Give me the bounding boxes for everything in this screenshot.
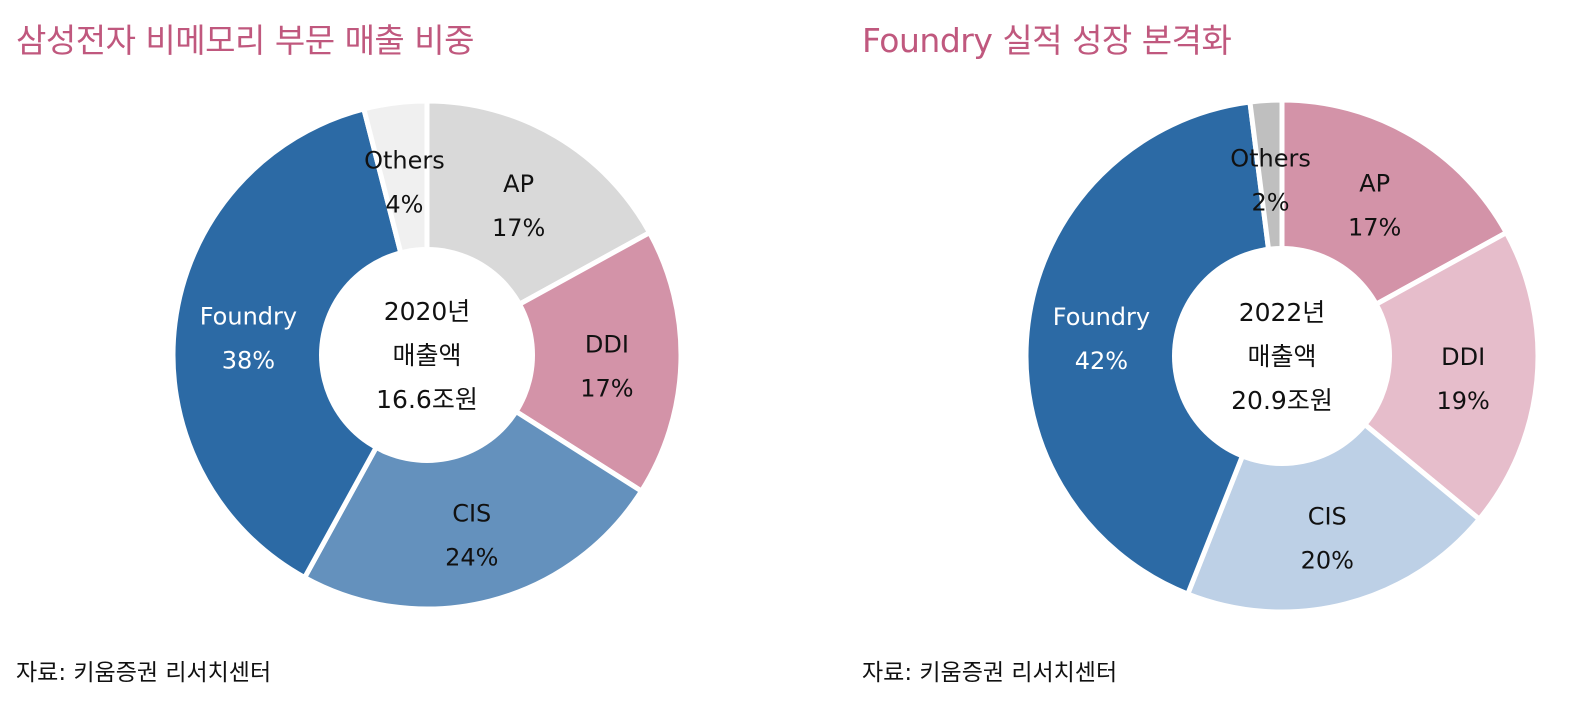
slice-label-cis: CIS — [1308, 502, 1347, 530]
donut-chart-2022: AP 17% DDI 19% CIS 20% Foundry 42% Others 2% 2022년… — [1023, 97, 1541, 615]
source-note: 자료: 키움증권 리서치센터 — [862, 660, 1118, 686]
slice-value-foundry: 38% — [222, 346, 275, 374]
center-label-line: 2022년 — [1239, 298, 1326, 327]
donut-chart-2020: AP 17% DDI 17% CIS 24% Foundry 38% Others 4% 2020년… — [170, 98, 684, 612]
chart-panel-2022: Foundry 실적 성장 본격화 AP 17% DDI 19% CIS 20% Found… — [796, 0, 1592, 711]
chart-title: Foundry 실적 성장 본격화 — [862, 21, 1232, 60]
slice-foundry — [170, 105, 430, 581]
slice-value-others: 2% — [1252, 188, 1290, 216]
slice-value-ap: 17% — [1348, 213, 1401, 241]
center-label-line: 2020년 — [384, 297, 471, 326]
slice-value-cis: 20% — [1301, 546, 1354, 574]
slice-value-foundry: 42% — [1075, 347, 1128, 375]
center-label-line: 16.6조원 — [376, 385, 478, 414]
chart-panel-2020: 삼성전자 비메모리 부문 매출 비중 AP 17% DDI 17% CIS 24% Foun… — [0, 0, 796, 711]
chart-title: 삼성전자 비메모리 부문 매출 비중 — [16, 21, 475, 60]
slice-label-others: Others — [1230, 144, 1311, 172]
donut-hole — [319, 247, 535, 463]
slice-value-others: 4% — [385, 190, 423, 218]
slice-label-ap: AP — [503, 170, 534, 198]
donut-hole — [1172, 246, 1392, 466]
slice-foundry — [1023, 99, 1285, 598]
slice-value-cis: 24% — [445, 543, 498, 571]
slice-label-foundry: Foundry — [200, 302, 297, 330]
source-note: 자료: 키움증권 리서치센터 — [16, 660, 272, 686]
center-label-line: 20.9조원 — [1231, 386, 1333, 415]
slice-ddi — [1277, 229, 1541, 523]
slice-label-ddi: DDI — [1441, 343, 1485, 371]
slice-label-ddi: DDI — [585, 331, 629, 359]
slice-label-others: Others — [364, 146, 445, 174]
slice-ddi — [422, 229, 684, 495]
slice-value-ap: 17% — [492, 214, 545, 242]
slice-label-cis: CIS — [452, 499, 491, 527]
center-label-line: 매출액 — [1247, 342, 1316, 371]
slice-label-foundry: Foundry — [1053, 303, 1150, 331]
slice-value-ddi: 19% — [1437, 387, 1490, 415]
center-label-line: 매출액 — [392, 341, 461, 370]
slice-value-ddi: 17% — [580, 375, 633, 403]
slice-cis — [301, 351, 645, 612]
slice-label-ap: AP — [1359, 169, 1390, 197]
